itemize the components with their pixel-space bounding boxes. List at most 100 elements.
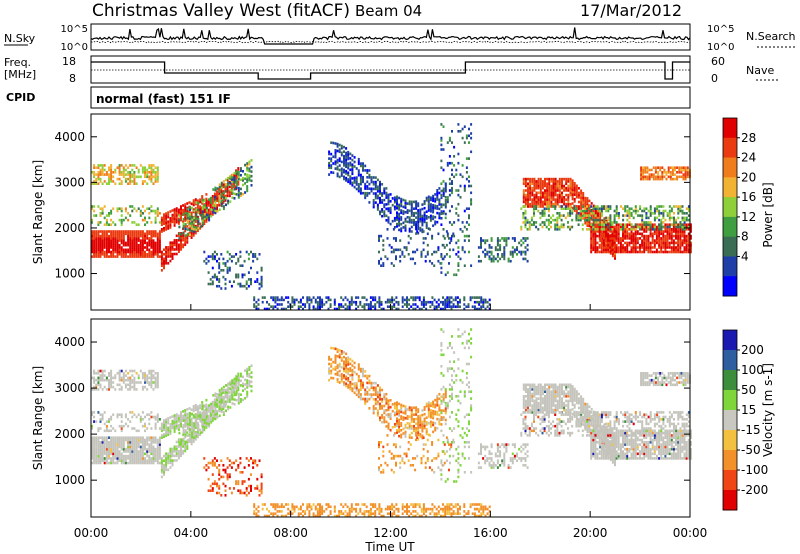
power-cell [184,236,187,240]
power-cell [244,163,247,167]
power-cell [340,167,343,171]
velocity-cell [135,372,138,375]
power-cell [338,164,341,167]
power-cell [177,210,180,214]
power-cell [158,246,161,249]
power-cell [401,298,404,302]
power-cell [643,230,646,233]
power-cell [250,184,253,187]
power-cell [575,207,578,210]
power-cell [662,209,665,213]
velocity-cell [122,381,125,384]
velocity-cell [192,438,195,441]
power-cell [343,161,345,165]
power-cell [235,170,238,173]
power-cell [156,253,159,256]
power-cell [632,234,635,238]
power-cell [186,202,189,205]
power-cell [468,216,470,220]
velocity-cell [93,445,96,449]
velocity-cell [122,438,125,442]
power-cell [548,184,551,188]
velocity-cell [124,385,127,389]
velocity-cell [220,396,223,399]
power-cell [372,201,375,204]
velocity-cell [165,468,168,472]
power-cell [552,214,555,217]
power-cell [678,166,681,169]
power-cell [124,232,127,236]
power-cell [366,180,369,184]
power-cell [419,208,422,212]
power-cell [254,253,257,256]
power-cell [99,237,102,240]
power-cell [386,298,389,302]
velocity-cell [97,441,100,444]
power-cell [379,187,381,191]
power-cell [120,246,123,249]
power-cell [141,237,144,240]
power-cell [672,248,675,252]
power-cell [225,183,227,186]
power-cell [547,228,550,231]
power-cell [173,241,176,244]
velocity-cell [114,438,117,442]
power-cell [672,225,675,229]
velocity-cell [216,412,218,415]
power-cell [535,182,538,185]
power-colorbar-tick-label: 20 [741,170,756,184]
power-cell [673,205,675,208]
power-cell [436,191,439,194]
velocity-cell [95,459,98,462]
power-cell [108,248,110,252]
power-cell [594,234,597,238]
power-cell [95,248,98,252]
power-cell [246,164,249,168]
power-cell [135,166,138,169]
power-cell [415,200,418,203]
power-cell [131,255,134,258]
power-cell [101,250,104,254]
power-cell [649,205,652,208]
power-cell [522,180,525,183]
velocity-cell [175,445,178,448]
power-cell [171,216,174,219]
power-cell [451,141,453,144]
velocity-cell [165,466,168,469]
velocity-cell [139,450,142,453]
power-cell [374,187,377,191]
velocity-cell [154,427,157,430]
power-cell [357,183,360,186]
power-cell [417,213,420,217]
power-cell [122,243,125,247]
power-cell [327,296,330,299]
power-cell [444,185,447,188]
power-cell [144,234,146,238]
power-cell [368,173,371,177]
power-cell [342,298,345,302]
power-cell [668,243,671,247]
velocity-cell [188,433,191,437]
power-cell [362,175,364,179]
power-cell [248,160,251,164]
power-cell [663,171,666,174]
power-cell [421,214,424,218]
power-cell [148,239,151,242]
power-cell [588,211,591,214]
power-cell [653,207,656,210]
power-cell [376,300,379,304]
power-cell [440,148,443,151]
power-cell [681,228,684,231]
velocity-cell [154,457,157,460]
power-cell [592,212,595,215]
velocity-cell [148,418,151,421]
velocity-cell [226,398,229,401]
power-cell [439,307,442,311]
power-cell [239,264,242,267]
power-cell [220,195,223,198]
power-cell [594,211,597,215]
power-cell [575,214,578,217]
power-cell [392,264,395,267]
velocity-cell [93,457,96,460]
